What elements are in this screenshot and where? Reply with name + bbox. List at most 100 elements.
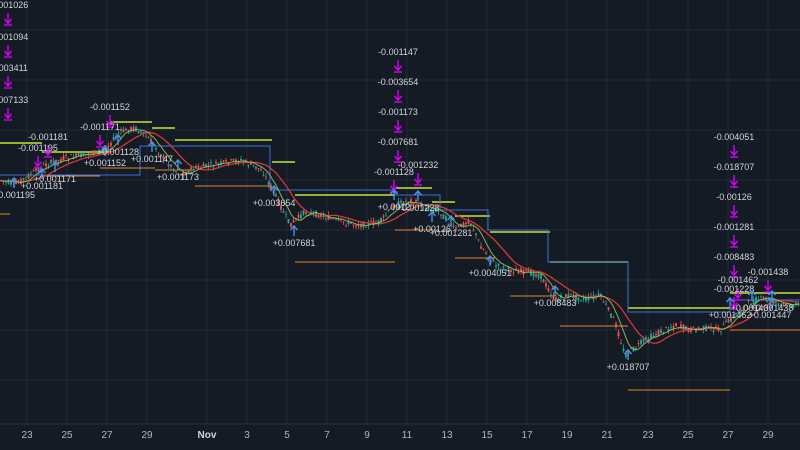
candle-body bbox=[557, 298, 560, 302]
candle-body bbox=[27, 174, 30, 179]
down-arrow-icon bbox=[33, 161, 43, 168]
candle-body bbox=[420, 203, 422, 205]
candle-body bbox=[302, 210, 305, 215]
candle-body bbox=[795, 302, 797, 305]
up-signal: +0.001152 bbox=[84, 144, 126, 168]
candle-body bbox=[750, 303, 752, 305]
up-signal-label: +0.001437 bbox=[731, 303, 774, 313]
candle-body bbox=[165, 159, 167, 161]
down-arrow-icon bbox=[733, 293, 743, 300]
candle-body bbox=[512, 272, 515, 274]
up-signal-label: +0.001147 bbox=[131, 154, 173, 164]
down-signal: -0.001228 bbox=[714, 284, 754, 310]
down-arrow-icon bbox=[393, 155, 403, 162]
candle-body bbox=[240, 158, 242, 161]
candle-body bbox=[602, 301, 605, 303]
up-arrow-icon bbox=[173, 158, 183, 165]
up-signal: +0.007681 bbox=[273, 224, 315, 248]
candle-body bbox=[140, 131, 142, 133]
up-arrow-icon bbox=[427, 210, 437, 217]
candle-body bbox=[650, 333, 652, 339]
candle-body bbox=[500, 268, 502, 270]
down-signal: -0.018707 bbox=[714, 162, 754, 188]
candle-body bbox=[402, 201, 405, 205]
candle-body bbox=[60, 159, 62, 162]
candle-body bbox=[347, 221, 350, 225]
candle-body bbox=[547, 288, 550, 292]
candle-body bbox=[155, 147, 157, 150]
candle-body bbox=[30, 173, 32, 175]
candle-body bbox=[50, 160, 52, 164]
up-signal-label: +0.018707 bbox=[607, 362, 650, 372]
down-arrow-icon bbox=[393, 125, 403, 132]
x-tick-label: 17 bbox=[521, 430, 533, 441]
time-axis[interactable]: 23 25 27 29 Nov 3 5 7 9 11 13 15 17 19 21 23 25 27 29 bbox=[21, 430, 774, 441]
candle-body bbox=[695, 329, 697, 333]
candle-body bbox=[42, 164, 45, 166]
candle-body bbox=[620, 343, 622, 344]
down-signal-label: -0.007681 bbox=[378, 137, 419, 147]
down-arrow-icon bbox=[3, 18, 13, 25]
candle-body bbox=[265, 176, 267, 178]
up-signal-label: +0.001152 bbox=[84, 158, 126, 168]
up-signal-label: +0.001281 bbox=[430, 228, 473, 238]
candle-body bbox=[530, 270, 532, 276]
candle-body bbox=[292, 220, 295, 223]
candle-body bbox=[5, 181, 7, 183]
candle-body bbox=[142, 131, 145, 134]
up-signals: +0.001195+0.001181+0.001171+0.001152+0.0… bbox=[0, 133, 793, 372]
candle-body bbox=[400, 200, 402, 203]
candle-body bbox=[670, 327, 672, 329]
candle-body bbox=[590, 295, 592, 298]
candle-body bbox=[550, 294, 552, 296]
candle-body bbox=[212, 166, 215, 168]
up-arrow-icon bbox=[113, 133, 123, 140]
down-signal: -0.001462 bbox=[718, 275, 759, 301]
candle-body bbox=[430, 209, 432, 211]
candle-body bbox=[327, 215, 330, 220]
candle-body bbox=[640, 340, 642, 345]
down-signal-label: -0.001462 bbox=[718, 275, 759, 285]
down-signal-label: -0.001128 bbox=[374, 167, 414, 177]
candle-body bbox=[465, 222, 467, 225]
candle-body bbox=[72, 156, 75, 159]
candle-body bbox=[377, 220, 380, 224]
candle-body bbox=[340, 219, 342, 221]
candle-body bbox=[230, 159, 232, 161]
candle-body bbox=[435, 209, 437, 212]
candle-body bbox=[362, 221, 365, 228]
up-signal: +0.0012 bbox=[378, 188, 410, 212]
candle-body bbox=[755, 297, 757, 304]
down-arrow-icon bbox=[763, 285, 773, 292]
candle-body bbox=[580, 300, 582, 302]
down-signal: -0.007681 bbox=[378, 137, 419, 163]
candle-body bbox=[25, 176, 27, 178]
up-arrow-icon bbox=[485, 254, 495, 261]
candle-body bbox=[635, 348, 637, 349]
candle-body bbox=[722, 324, 725, 326]
candle-body bbox=[195, 165, 197, 168]
down-signal-label: -0.003654 bbox=[378, 77, 419, 87]
candle-body bbox=[337, 219, 340, 221]
candle-body bbox=[587, 296, 590, 301]
down-signal-label: -0.001438 bbox=[748, 267, 789, 277]
down-signal-label: -0.008483 bbox=[714, 252, 755, 262]
candle-body bbox=[762, 296, 765, 298]
candle-body bbox=[582, 298, 585, 300]
x-tick-label: 25 bbox=[61, 430, 73, 441]
candle-body bbox=[375, 222, 377, 224]
candle-body bbox=[117, 133, 120, 135]
up-signal: +0.004051 bbox=[469, 254, 511, 278]
candle-body bbox=[565, 294, 567, 297]
up-arrow-icon bbox=[37, 167, 47, 174]
x-tick-label: 19 bbox=[561, 430, 573, 441]
candle-body bbox=[100, 150, 102, 152]
candle-body bbox=[740, 310, 742, 312]
candle-body bbox=[452, 225, 455, 227]
candle-body bbox=[725, 321, 727, 323]
candle-body bbox=[365, 226, 367, 228]
up-signal: +0.001147 bbox=[131, 140, 173, 164]
up-arrow-icon bbox=[389, 188, 399, 195]
